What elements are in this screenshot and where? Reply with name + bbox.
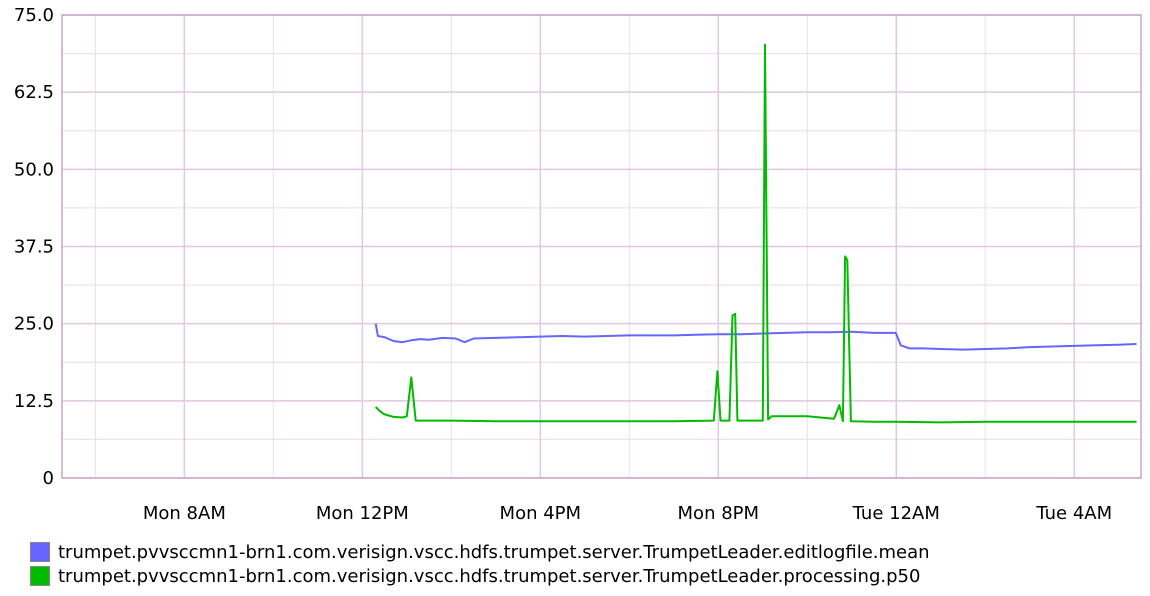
x-tick-label: Mon 8PM bbox=[678, 503, 760, 524]
plot-border bbox=[61, 14, 1142, 479]
x-tick-label: Tue 12AM bbox=[852, 503, 940, 524]
x-tick-label: Mon 8AM bbox=[143, 503, 226, 524]
y-tick-label: 62.5 bbox=[14, 82, 54, 103]
y-tick-label: 37.5 bbox=[14, 237, 54, 258]
y-tick-label: 50.0 bbox=[14, 159, 54, 180]
legend-label: trumpet.pvvsccmn1-brn1.com.verisign.vscc… bbox=[58, 565, 921, 587]
x-axis: Mon 8AM Mon 12PM Mon 4PM Mon 8PM Tue 12AM Tue… bbox=[143, 503, 1112, 524]
x-tick-label: Mon 4PM bbox=[500, 503, 582, 524]
y-tick-label: 12.5 bbox=[14, 391, 54, 412]
y-tick-label: 25.0 bbox=[14, 314, 54, 335]
legend-entry: trumpet.pvvsccmn1-brn1.com.verisign.vscc… bbox=[30, 540, 930, 564]
line-chart: 0 12.5 25.0 37.5 50.0 62.5 75.0 Mon 8AM Mon 12P… bbox=[14, 5, 1142, 524]
legend-label: trumpet.pvvsccmn1-brn1.com.verisign.vscc… bbox=[58, 541, 930, 563]
legend-swatch-p50 bbox=[30, 566, 50, 586]
series-line-0 bbox=[374, 323, 1137, 351]
grid bbox=[61, 14, 1142, 479]
x-tick-label: Mon 12PM bbox=[316, 503, 409, 524]
legend-swatch-mean bbox=[30, 542, 50, 562]
x-tick-label: Tue 4AM bbox=[1035, 503, 1112, 524]
legend-entry: trumpet.pvvsccmn1-brn1.com.verisign.vscc… bbox=[30, 564, 930, 588]
legend: trumpet.pvvsccmn1-brn1.com.verisign.vscc… bbox=[30, 540, 930, 588]
series-line-1 bbox=[375, 43, 1137, 424]
y-axis: 0 12.5 25.0 37.5 50.0 62.5 75.0 bbox=[14, 5, 54, 489]
y-tick-label: 75.0 bbox=[14, 5, 54, 26]
y-tick-label: 0 bbox=[43, 468, 54, 489]
series-lines bbox=[374, 43, 1137, 424]
